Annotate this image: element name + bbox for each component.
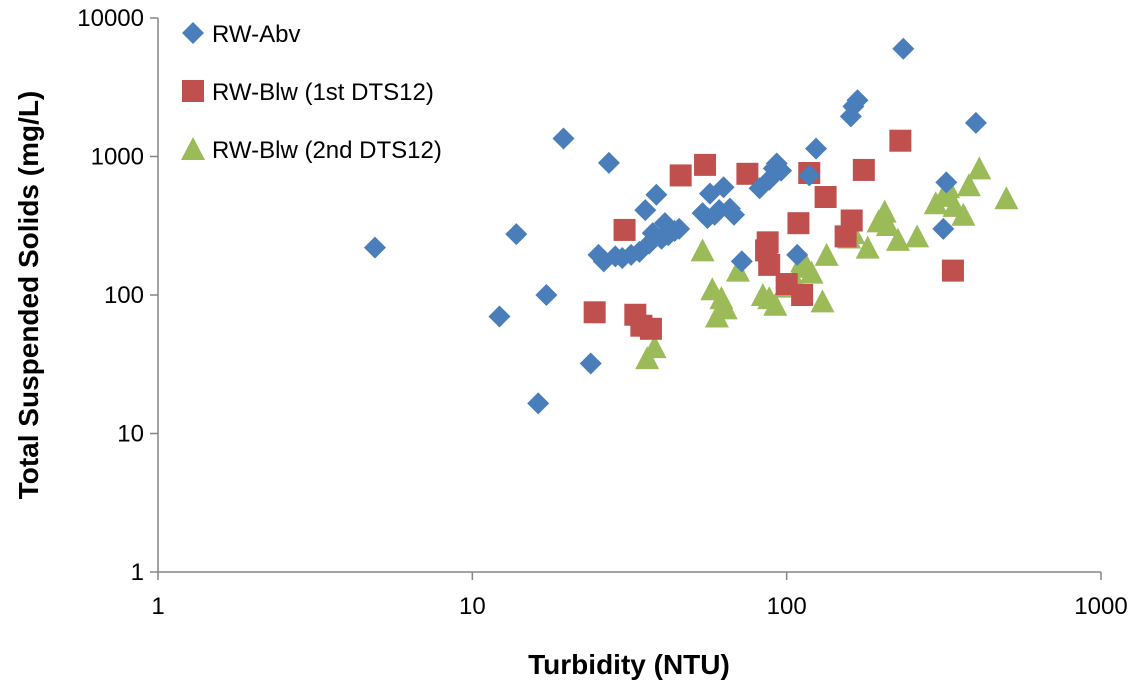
triangle-data-point: [905, 224, 929, 247]
diamond-data-point: [527, 392, 549, 414]
square-data-point: [791, 284, 813, 306]
square-data-point: [853, 159, 875, 181]
legend-label: RW-Blw (1st DTS12): [212, 79, 434, 106]
square-data-point: [670, 164, 692, 186]
triangle-data-point: [967, 156, 991, 179]
legend-label: RW-Abv: [212, 21, 300, 48]
legend-marker-square: [182, 80, 204, 102]
diamond-data-point: [634, 199, 656, 221]
square-data-point: [694, 154, 716, 176]
x-axis-title: Turbidity (NTU): [528, 649, 730, 680]
diamond-data-point: [505, 223, 527, 245]
legend-marker-diamond: [182, 22, 204, 44]
triangle-data-point: [994, 186, 1018, 209]
diamond-data-point: [932, 218, 954, 240]
y-tick-label: 1: [131, 559, 144, 586]
y-axis-title: Total Suspended Solids (mg/L): [13, 91, 44, 500]
x-tick-label: 10: [459, 593, 486, 620]
x-tick-label: 1: [151, 593, 164, 620]
data-points: [364, 38, 1018, 415]
diamond-data-point: [488, 305, 510, 327]
y-tick-label: 10000: [77, 5, 144, 32]
diamond-data-point: [364, 237, 386, 259]
x-tick-label: 100: [767, 593, 807, 620]
square-data-point: [614, 219, 636, 241]
x-tick-label: 1000: [1074, 593, 1127, 620]
square-data-point: [757, 231, 779, 253]
legend-marker-triangle: [181, 137, 205, 160]
diamond-data-point: [645, 184, 667, 206]
triangle-data-point: [810, 289, 834, 312]
square-data-point: [758, 254, 780, 276]
diamond-data-point: [580, 353, 602, 375]
triangle-data-point: [691, 238, 715, 261]
legend-item: RW-Abv: [182, 21, 300, 48]
triangle-data-point: [873, 200, 897, 223]
legend-label: RW-Blw (2nd DTS12): [212, 137, 442, 164]
diamond-data-point: [553, 127, 575, 149]
legend-item: RW-Blw (1st DTS12): [182, 79, 434, 106]
square-data-point: [889, 130, 911, 152]
square-data-point: [815, 186, 837, 208]
diamond-data-point: [892, 38, 914, 60]
square-data-point: [640, 318, 662, 340]
diamond-data-point: [805, 138, 827, 160]
legend: RW-Abv RW-Blw (1st DTS12) RW-Blw (2nd DTS1…: [181, 21, 442, 164]
square-data-point: [942, 260, 964, 282]
legend-item: RW-Blw (2nd DTS12): [181, 137, 442, 164]
diamond-data-point: [965, 112, 987, 134]
diamond-data-point: [535, 284, 557, 306]
y-tick-label: 10: [117, 421, 144, 448]
diamond-data-point: [598, 152, 620, 174]
square-data-point: [736, 163, 758, 185]
y-tick-label: 100: [104, 282, 144, 309]
square-data-point: [787, 212, 809, 234]
square-data-point: [584, 301, 606, 323]
y-tick-label: 1000: [91, 144, 144, 171]
square-data-point: [841, 210, 863, 232]
